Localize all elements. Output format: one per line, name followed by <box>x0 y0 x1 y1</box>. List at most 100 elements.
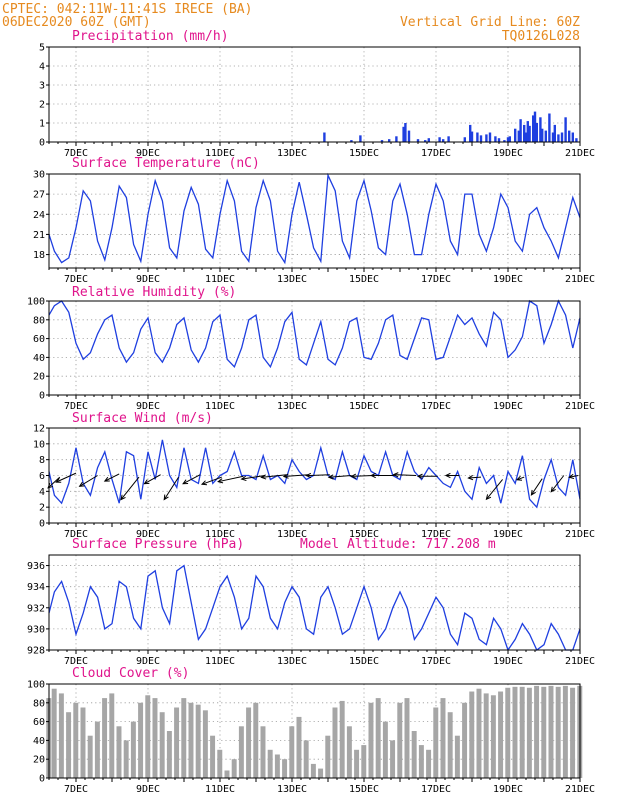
precip-bar <box>524 132 528 142</box>
panel-title: Surface Wind (m/s) <box>72 411 213 426</box>
panel-frame <box>48 683 581 779</box>
y-tick-label: 21 <box>33 230 45 241</box>
cloud-bar <box>397 702 403 778</box>
x-tick-label: 9DEC <box>136 529 160 540</box>
precip-bar <box>485 134 488 142</box>
x-tick-label: 11DEC <box>205 274 235 285</box>
cloud-bar <box>433 707 439 778</box>
y-tick-label: 2 <box>39 503 45 514</box>
y-tick-label: 30 <box>33 170 45 181</box>
precip-bar <box>380 140 384 142</box>
cloud-bar <box>526 687 532 778</box>
cloud-bar <box>51 688 57 778</box>
precip-bar <box>416 139 420 142</box>
precip-bar <box>388 139 391 142</box>
precip-bar <box>470 131 474 142</box>
cloud-bar <box>231 759 237 778</box>
y-tick-label: 0 <box>39 774 45 785</box>
y-tick-label: 0 <box>39 391 45 402</box>
cloud-bar <box>260 726 266 778</box>
panel-title: Precipitation (mm/h) <box>72 29 229 44</box>
precip-bar <box>528 125 531 142</box>
wind-arrow-head <box>392 472 399 478</box>
precip-bar <box>508 136 511 142</box>
x-tick-label: 17DEC <box>421 401 451 412</box>
cloud-bar <box>404 698 410 778</box>
y-tick-label: 80 <box>33 315 45 326</box>
precip-bar <box>539 117 542 142</box>
x-tick-label: 13DEC <box>277 656 307 667</box>
cloud-bar <box>375 698 381 778</box>
x-tick-label: 17DEC <box>421 148 451 159</box>
cloud-bar <box>498 691 504 778</box>
x-tick-label: 15DEC <box>349 401 379 412</box>
precip-bar <box>523 124 526 142</box>
cloud-bar <box>483 693 489 778</box>
cloud-bar <box>469 691 475 778</box>
precip-bar <box>551 132 555 142</box>
cloud-bar <box>145 695 151 778</box>
precip-bar <box>506 137 510 142</box>
y-tick-label: 20 <box>33 372 45 383</box>
cloud-bar <box>73 702 79 778</box>
cloud-bar <box>217 749 223 778</box>
x-tick-label: 13DEC <box>277 784 307 795</box>
series-line <box>48 299 581 369</box>
x-tick-label: 7DEC <box>64 401 88 412</box>
x-tick-label: 9DEC <box>136 401 160 412</box>
cloud-bar <box>426 749 432 778</box>
cloud-bar <box>224 770 230 778</box>
y-tick-label: 0 <box>39 138 45 149</box>
wind-arrow <box>201 476 222 485</box>
wind-arrow <box>486 479 503 500</box>
cloud-bar <box>476 688 482 778</box>
series-line <box>48 439 581 509</box>
cloud-bar <box>418 745 424 778</box>
wind-arrow <box>516 476 525 481</box>
y-tick-label: 100 <box>27 297 45 308</box>
precip-bar <box>476 132 479 142</box>
precip-bar <box>571 132 574 142</box>
y-tick-label: 8 <box>39 455 45 466</box>
precip-bar <box>447 136 450 142</box>
precip-bar <box>442 139 445 142</box>
x-tick-label: 15DEC <box>349 148 379 159</box>
panel-relative-humidity: Relative Humidity (%) 0 20 40 60 80 100 7DEC 9DE… <box>27 285 595 412</box>
cloud-bar <box>159 712 165 778</box>
x-tick-label: 13DEC <box>277 274 307 285</box>
wind-arrow <box>306 474 330 477</box>
precip-bar <box>494 136 497 142</box>
cloud-bar <box>181 698 187 778</box>
cloud-bar <box>555 686 561 778</box>
x-tick-label: 19DEC <box>493 401 523 412</box>
precip-bar <box>575 138 578 142</box>
cloud-bar <box>303 740 309 778</box>
y-tick-label: 1 <box>39 119 45 130</box>
cloud-bar <box>570 687 576 778</box>
cloud-bar <box>94 721 100 778</box>
panel-title: Surface Temperature (nC) <box>72 156 260 171</box>
wind-arrow-head <box>467 475 474 481</box>
cloud-bar <box>87 735 93 778</box>
precip-bar <box>469 124 472 142</box>
y-tick-label: 40 <box>33 353 45 364</box>
cloud-bar <box>382 721 388 778</box>
cloud-bar <box>267 749 273 778</box>
wind-arrow <box>550 475 565 493</box>
cloud-bar <box>238 726 244 778</box>
wind-arrow <box>328 475 352 478</box>
precip-bar <box>395 136 398 142</box>
wind-arrow-head <box>485 494 492 501</box>
cloud-bar <box>152 698 158 778</box>
wind-arrow <box>163 476 180 500</box>
cloud-bar <box>130 721 136 778</box>
wind-arrow-head <box>55 477 62 483</box>
header-code: TQ0126L028 <box>502 29 580 44</box>
precip-bar <box>560 132 564 142</box>
y-tick-label: 936 <box>27 561 45 572</box>
x-tick-label: 17DEC <box>421 529 451 540</box>
x-tick-label: 13DEC <box>277 529 307 540</box>
x-tick-label: 19DEC <box>493 274 523 285</box>
panel-annotation: Model Altitude: 717.208 m <box>300 537 496 552</box>
cloud-bar <box>562 685 568 778</box>
